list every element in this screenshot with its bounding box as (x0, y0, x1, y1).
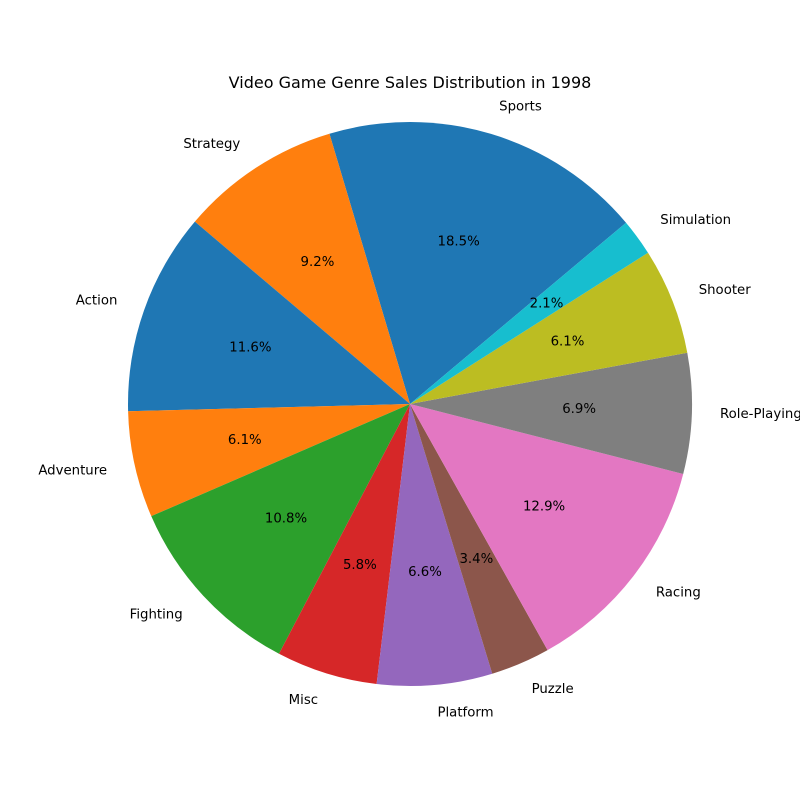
pie-slice-racing (410, 404, 684, 651)
pie-category-label-action: Action (76, 293, 118, 308)
pie-category-label-strategy: Strategy (183, 137, 240, 152)
pie-category-label-role-playing: Role-Playing (720, 407, 800, 422)
pie-category-label-platform: Platform (437, 705, 493, 720)
pie-percent-label-role-playing: 6.9% (562, 402, 596, 417)
pie-slices (127, 122, 692, 686)
pie-slice-sports (329, 122, 627, 404)
pie-percent-label-sports: 18.5% (437, 234, 479, 249)
pie-slice-fighting (151, 404, 410, 654)
pie-percent-label-action: 11.6% (229, 340, 271, 355)
pie-percent-label-puzzle: 3.4% (459, 552, 493, 567)
chart-title: Video Game Genre Sales Distribution in 1… (229, 73, 592, 92)
pie-category-label-sports: Sports (499, 99, 542, 114)
pie-slice-strategy (194, 133, 410, 404)
pie-category-label-adventure: Adventure (38, 463, 107, 478)
pie-percent-label-strategy: 9.2% (301, 255, 335, 270)
pie-percent-label-racing: 12.9% (523, 500, 565, 515)
pie-slice-adventure (128, 404, 411, 517)
pie-percent-label-fighting: 10.8% (265, 512, 307, 527)
pie-percent-label-adventure: 6.1% (228, 433, 262, 448)
pie-slice-misc (279, 404, 410, 685)
pie-slice-puzzle (410, 404, 548, 674)
pie-category-label-racing: Racing (656, 586, 701, 601)
pie-percent-label-misc: 5.8% (343, 558, 377, 573)
pie-slice-action (127, 221, 410, 412)
pie-slice-platform (376, 404, 493, 686)
pie-category-label-simulation: Simulation (660, 213, 731, 228)
pie-category-label-puzzle: Puzzle (532, 682, 574, 697)
pie-slice-simulation (410, 222, 648, 404)
pie-category-label-shooter: Shooter (699, 283, 752, 298)
pie-category-labels: Sports Strategy Action Adventure Fighting Mis… (38, 99, 800, 720)
pie-category-label-fighting: Fighting (130, 608, 183, 623)
pie-slice-role-playing (410, 352, 692, 474)
pie-percent-label-shooter: 6.1% (551, 335, 585, 350)
pie-slice-shooter (410, 252, 688, 404)
pie-category-label-misc: Misc (289, 693, 318, 708)
pie-percent-label-simulation: 2.1% (530, 297, 564, 312)
pie-percent-label-platform: 6.6% (408, 565, 442, 580)
pie-percent-labels: 18.5% 9.2% 11.6% 6.1% 10.8% 5.8% 6.6% 3.4% 12.9%… (228, 234, 596, 580)
